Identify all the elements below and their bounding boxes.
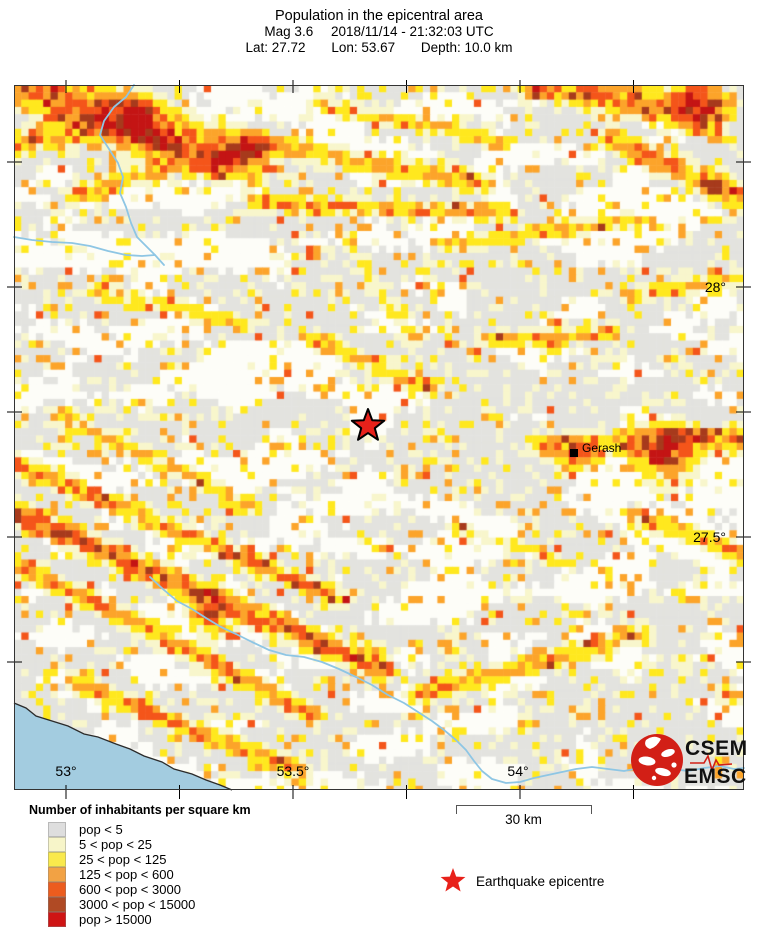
legend-swatch (48, 822, 66, 837)
legend-swatch (48, 837, 66, 852)
population-grid-canvas (14, 85, 744, 790)
river (13, 236, 156, 257)
epicentre-star-icon (440, 868, 466, 892)
legend-row: 25 < pop < 125 (48, 852, 195, 867)
magnitude-value: Mag 3.6 (264, 24, 314, 39)
map-border (14, 85, 744, 790)
longitude-value: Lon: 53.67 (331, 40, 396, 55)
epicenter-star-icon (350, 408, 386, 441)
coastline (13, 702, 233, 791)
event-summary: Mag 3.6 2018/11/14 - 21:32:03 UTC (14, 24, 744, 40)
lon-label-54: 54° (507, 763, 529, 779)
legend-swatch (48, 882, 66, 897)
latitude-value: Lat: 27.72 (245, 40, 306, 55)
legend-row: 5 < pop < 25 (48, 837, 195, 852)
legend-swatch (48, 897, 66, 912)
city-dot-gerash (570, 449, 578, 457)
population-map: 28° 27.5° 53° 53.5° 54° Gerash CSEM EMSC (7, 80, 751, 799)
legend-class-label: pop > 15000 (79, 912, 152, 927)
scale-bar (456, 805, 592, 814)
lon-label-53-5: 53.5° (276, 763, 310, 779)
csem-emsc-logo: CSEM EMSC (631, 734, 748, 788)
legend-class-label: 5 < pop < 25 (79, 837, 153, 852)
legend-class-label: 600 < pop < 3000 (79, 882, 181, 897)
legend-title: Number of inhabitants per square km (29, 803, 251, 817)
legend-row: pop > 15000 (48, 912, 195, 927)
river (99, 84, 165, 266)
header: Population in the epicentral area Mag 3.… (14, 8, 744, 56)
legend-swatch (48, 852, 66, 867)
lat-label-27-5: 27.5° (693, 529, 726, 545)
logo-text-emsc: EMSC (684, 765, 747, 788)
lat-label-28: 28° (704, 279, 726, 295)
logo-seismogram-icon (690, 753, 733, 773)
epicentre-legend-label: Earthquake epicentre (476, 874, 605, 889)
event-datetime: 2018/11/14 - 21:32:03 UTC (330, 24, 494, 39)
depth-value: Depth: 10.0 km (420, 40, 513, 55)
legend-row: 3000 < pop < 15000 (48, 897, 195, 912)
epicentre-legend-star (440, 868, 466, 892)
legend-row: 125 < pop < 600 (48, 867, 195, 882)
event-coords: Lat: 27.72 Lon: 53.67 Depth: 10.0 km (14, 40, 744, 56)
legend-swatch (48, 867, 66, 882)
lon-label-53: 53° (55, 763, 77, 779)
map-overlay (7, 80, 751, 799)
city-label-gerash: Gerash (582, 441, 622, 455)
scale-bar-label: 30 km (505, 812, 542, 827)
legend-class-label: 125 < pop < 600 (79, 867, 174, 882)
legend-class-label: 3000 < pop < 15000 (79, 897, 196, 912)
legend-row: 600 < pop < 3000 (48, 882, 195, 897)
legend-swatch (48, 912, 66, 927)
legend-row: pop < 5 (48, 822, 195, 837)
logo-text-csem: CSEM (685, 737, 748, 760)
legend-class-label: pop < 5 (79, 822, 123, 837)
legend-class-label: 25 < pop < 125 (79, 852, 167, 867)
page-title: Population in the epicentral area (275, 8, 483, 24)
